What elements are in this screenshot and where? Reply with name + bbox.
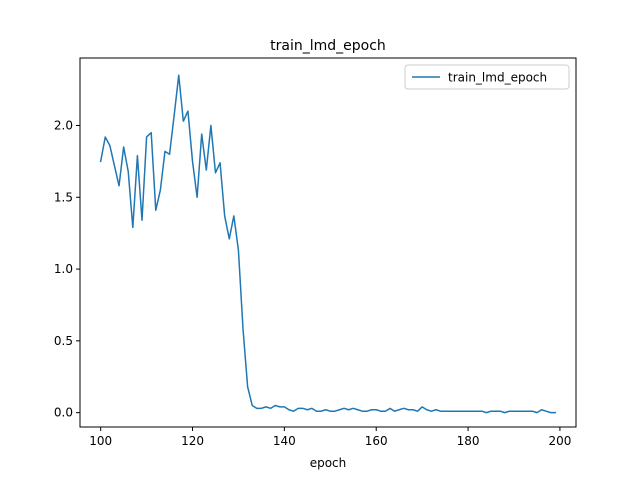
axes-layer — [79, 57, 577, 428]
x-tick-label: 160 — [365, 434, 388, 448]
x-tick-label: 140 — [273, 434, 296, 448]
x-tick-label: 180 — [457, 434, 480, 448]
y-tick-label: 2.0 — [54, 118, 73, 132]
legend: train_lmd_epoch — [404, 64, 570, 90]
x-axis-label: epoch — [310, 456, 347, 470]
legend-box — [404, 64, 570, 90]
x-tick-label: 100 — [89, 434, 112, 448]
y-ticks: 0.0 0.5 1.0 1.5 2.0 — [54, 118, 80, 420]
y-tick-label: 1.5 — [54, 190, 73, 204]
y-tick-label: 0.5 — [54, 334, 73, 348]
series-line-0 — [99, 74, 557, 414]
plot-area — [80, 58, 576, 427]
y-tick-label: 0.0 — [54, 406, 73, 420]
x-tick-label: 120 — [181, 434, 204, 448]
axes-frame — [79, 57, 577, 428]
chart-title: train_lmd_epoch — [270, 38, 386, 54]
series-layer — [99, 74, 557, 414]
y-tick-label: 1.0 — [54, 262, 73, 276]
x-ticks: 100 120 140 160 180 200 — [89, 427, 571, 448]
legend-label: train_lmd_epoch — [448, 71, 547, 85]
x-tick-label: 200 — [548, 434, 571, 448]
